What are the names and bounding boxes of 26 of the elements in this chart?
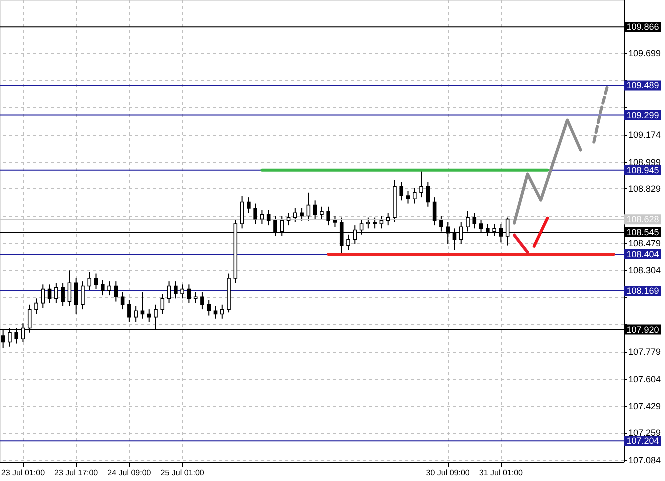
ref-line-label: 107.204 <box>626 436 660 446</box>
ref-line-label: 109.299 <box>626 110 660 120</box>
x-tick-label: 30 Jul 09:00 <box>426 468 470 478</box>
y-tick-label: 107.604 <box>628 374 662 384</box>
x-tick-label: 25 Jul 01:00 <box>160 468 205 478</box>
y-tick-label: 108.479 <box>628 238 662 248</box>
x-tick-label: 31 Jul 01:00 <box>479 468 524 478</box>
ref-line-label: 108.169 <box>626 286 660 296</box>
y-tick-label: 109.699 <box>628 48 662 59</box>
x-tick-label: 23 Jul 01:00 <box>1 468 46 478</box>
ref-line-label: 107.920 <box>626 324 660 335</box>
ref-line-label: 108.545 <box>626 228 660 238</box>
ref-line-label: 109.489 <box>626 80 660 91</box>
y-tick-label: 107.429 <box>628 402 662 412</box>
y-tick-label: 108.999 <box>628 157 662 168</box>
ref-line-label: 108.404 <box>626 249 660 260</box>
y-tick-label: 107.779 <box>628 347 662 358</box>
y-tick-label: 108.829 <box>628 184 662 194</box>
x-tick-label: 23 Jul 17:00 <box>54 468 99 478</box>
ref-line-label: 108.945 <box>626 165 660 176</box>
ref-line-label: 109.866 <box>626 22 660 32</box>
y-tick-label: 108.304 <box>628 266 662 276</box>
y-tick-label: 107.259 <box>628 428 662 438</box>
x-tick-label: 24 Jul 09:00 <box>108 468 152 478</box>
y-tick-label: 109.174 <box>628 130 662 140</box>
y-tick-label: 107.084 <box>628 455 662 466</box>
